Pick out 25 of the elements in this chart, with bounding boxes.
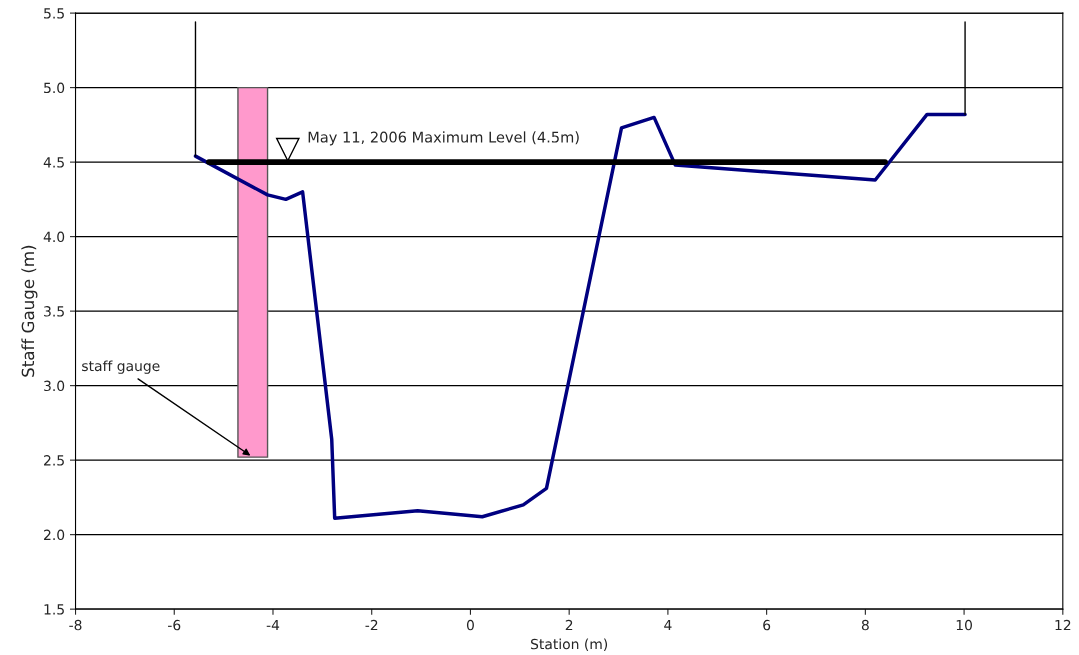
x-tick-label: 6: [763, 619, 771, 631]
line-series: [193, 112, 967, 520]
y-tick-label: 3.0: [44, 380, 65, 392]
x-tick-label: 0: [466, 619, 474, 631]
x-tick-label: -8: [69, 619, 82, 631]
x-tick-label: 12: [1055, 619, 1071, 631]
x-tick-label: -4: [266, 619, 280, 631]
x-tick-label: 10: [956, 619, 972, 631]
y-tick-label: 2.0: [44, 529, 65, 541]
y-tick-label: 4.0: [43, 231, 65, 243]
x-tick-label: 2: [565, 619, 573, 631]
x-tick-label: -6: [168, 619, 181, 631]
x-tick-label: 8: [861, 619, 869, 631]
y-tick-label: 5.0: [44, 82, 65, 94]
y-tick-label: 3.5: [44, 306, 64, 317]
annotation: staff gauge: [82, 360, 160, 374]
y-tick-label: 2.5: [44, 455, 64, 466]
y-tick-label: 4.5: [43, 157, 64, 168]
y-axis-title: Staff Gauge (m): [21, 245, 38, 377]
x-tick-label: -2: [365, 619, 378, 631]
annotation: May 11, 2006 Maximum Level (4.5m): [308, 131, 579, 146]
y-tick-label: 1.5: [44, 604, 64, 615]
x-tick-label: 4: [664, 619, 672, 631]
y-tick-label: 5.5: [44, 8, 64, 19]
x-axis-title: Station (m): [531, 638, 608, 651]
